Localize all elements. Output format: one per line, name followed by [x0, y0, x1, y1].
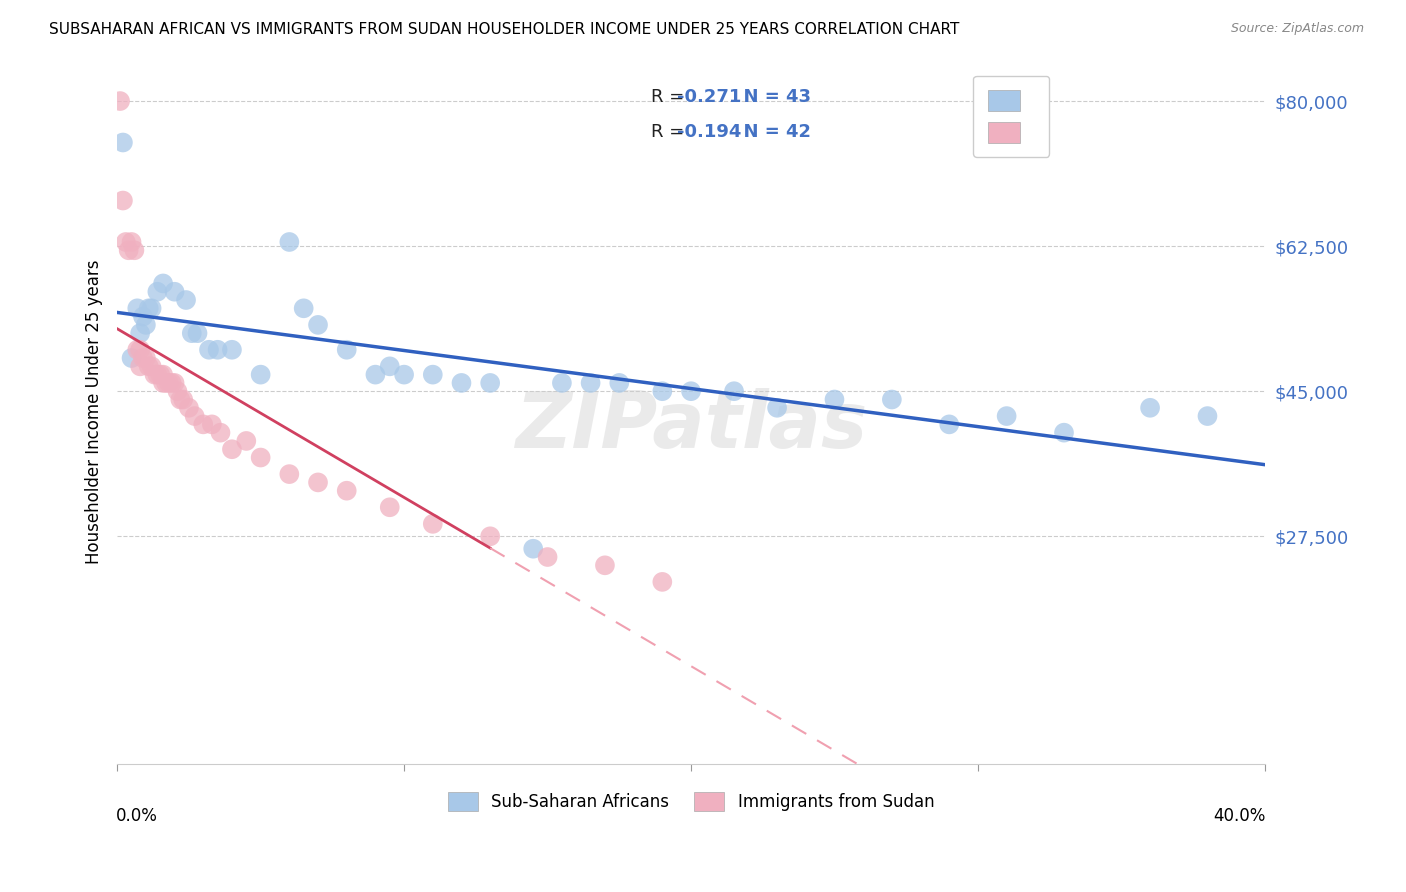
Point: [163, 285, 186, 299]
Point: [307, 318, 329, 332]
Point: [160, 376, 183, 390]
Text: N = 43: N = 43: [731, 87, 811, 106]
Point: [146, 368, 169, 382]
Point: [198, 343, 221, 357]
Point: [186, 326, 208, 341]
Point: [138, 359, 160, 374]
Point: [551, 376, 574, 390]
Point: [1053, 425, 1076, 440]
Point: [221, 343, 243, 357]
Point: [111, 194, 134, 208]
Point: [193, 417, 215, 432]
Point: [174, 293, 197, 307]
Point: [114, 235, 136, 249]
Text: 40.0%: 40.0%: [1213, 806, 1265, 824]
Point: [278, 235, 301, 249]
Point: [129, 359, 152, 374]
Point: [593, 558, 616, 573]
Text: -0.271: -0.271: [678, 87, 741, 106]
Point: [157, 376, 180, 390]
Point: [201, 417, 224, 432]
Point: [152, 277, 174, 291]
Point: [138, 301, 160, 316]
Point: [152, 376, 174, 390]
Point: [824, 392, 846, 407]
Point: [172, 392, 194, 407]
Point: [364, 368, 387, 382]
Point: [235, 434, 257, 448]
Point: [651, 384, 673, 399]
Point: [146, 285, 169, 299]
Point: [163, 376, 186, 390]
Point: [995, 409, 1018, 423]
Point: [127, 343, 149, 357]
Point: [607, 376, 630, 390]
Point: [292, 301, 315, 316]
Point: [422, 516, 444, 531]
Point: [579, 376, 602, 390]
Point: [135, 318, 157, 332]
Point: [183, 409, 205, 423]
Point: [479, 529, 502, 543]
Point: [249, 450, 271, 465]
Point: [479, 376, 502, 390]
Point: [177, 401, 200, 415]
Point: [124, 244, 146, 258]
Text: 0.0%: 0.0%: [117, 806, 157, 824]
Point: [221, 442, 243, 457]
Point: [522, 541, 544, 556]
Legend: Sub-Saharan Africans, Immigrants from Sudan: Sub-Saharan Africans, Immigrants from Su…: [440, 783, 942, 820]
Text: -0.194: -0.194: [678, 123, 741, 141]
Point: [166, 384, 188, 399]
Point: [132, 310, 155, 324]
Point: [422, 368, 444, 382]
Point: [1197, 409, 1219, 423]
Point: [278, 467, 301, 482]
Point: [180, 326, 202, 341]
Point: [149, 368, 172, 382]
Text: Source: ZipAtlas.com: Source: ZipAtlas.com: [1230, 22, 1364, 36]
Point: [336, 343, 359, 357]
Point: [108, 94, 131, 108]
Point: [450, 376, 472, 390]
Point: [536, 549, 558, 564]
Text: ZIPatlas: ZIPatlas: [515, 388, 868, 464]
Point: [307, 475, 329, 490]
Point: [152, 368, 174, 382]
Point: [1139, 401, 1161, 415]
Point: [111, 136, 134, 150]
Point: [392, 368, 415, 382]
Point: [155, 376, 177, 390]
Point: [378, 359, 401, 374]
Point: [121, 351, 143, 365]
Point: [132, 351, 155, 365]
Point: [679, 384, 702, 399]
Point: [938, 417, 960, 432]
Point: [141, 359, 163, 374]
Point: [880, 392, 903, 407]
Point: [766, 401, 789, 415]
Y-axis label: Householder Income Under 25 years: Householder Income Under 25 years: [86, 260, 103, 564]
Point: [129, 343, 152, 357]
Point: [135, 351, 157, 365]
Text: SUBSAHARAN AFRICAN VS IMMIGRANTS FROM SUDAN HOUSEHOLDER INCOME UNDER 25 YEARS CO: SUBSAHARAN AFRICAN VS IMMIGRANTS FROM SU…: [49, 22, 959, 37]
Point: [378, 500, 401, 515]
Point: [118, 244, 141, 258]
Point: [127, 301, 149, 316]
Point: [129, 326, 152, 341]
Point: [207, 343, 229, 357]
Point: [723, 384, 745, 399]
Point: [141, 301, 163, 316]
Point: [651, 574, 673, 589]
Point: [249, 368, 271, 382]
Point: [143, 368, 166, 382]
Point: [121, 235, 143, 249]
Text: R =: R =: [651, 87, 690, 106]
Point: [336, 483, 359, 498]
Text: N = 42: N = 42: [731, 123, 811, 141]
Point: [169, 392, 191, 407]
Text: R =: R =: [651, 123, 690, 141]
Point: [209, 425, 232, 440]
